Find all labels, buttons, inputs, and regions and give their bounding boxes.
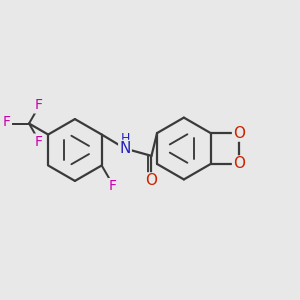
Text: N: N: [119, 141, 131, 156]
Text: F: F: [109, 179, 117, 193]
Text: O: O: [146, 173, 158, 188]
Text: H: H: [120, 132, 130, 145]
Text: F: F: [34, 98, 43, 112]
Text: F: F: [3, 115, 11, 129]
Text: F: F: [34, 134, 43, 148]
Text: O: O: [233, 157, 245, 172]
Text: O: O: [233, 126, 245, 141]
